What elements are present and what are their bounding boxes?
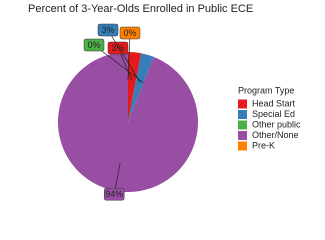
pie-slice [128, 53, 154, 122]
value-label: 3% [101, 25, 114, 35]
label-leader [93, 44, 144, 84]
label-box [83, 38, 105, 52]
chart: Percent of 3-Year-Olds Enrolled in Publi… [28, 3, 301, 201]
pie-slice [58, 52, 199, 192]
legend-title: Program Type [238, 85, 294, 95]
legend-swatch [238, 131, 247, 140]
label-box [107, 41, 129, 55]
label-box [97, 23, 119, 37]
label-leader [107, 29, 141, 82]
label-box [103, 187, 125, 201]
value-label: 0% [123, 28, 136, 38]
legend-swatch [238, 141, 247, 151]
legend-swatch [238, 110, 247, 119]
legend-swatch [238, 120, 247, 130]
legend-label: Special Ed [252, 109, 295, 119]
legend-swatch [238, 99, 247, 109]
legend-label: Other public [252, 119, 301, 129]
chart-title: Percent of 3-Year-Olds Enrolled in Publi… [28, 3, 253, 15]
value-label: 94% [105, 189, 123, 199]
value-label: 3% [111, 43, 124, 53]
legend-label: Other/None [252, 130, 299, 140]
legend-label: Head Start [252, 98, 296, 108]
label-leader [127, 32, 131, 81]
pie-slice [128, 52, 142, 122]
label-box [119, 26, 141, 40]
legend-label: Pre-K [252, 140, 275, 150]
value-label: 0% [87, 40, 100, 50]
